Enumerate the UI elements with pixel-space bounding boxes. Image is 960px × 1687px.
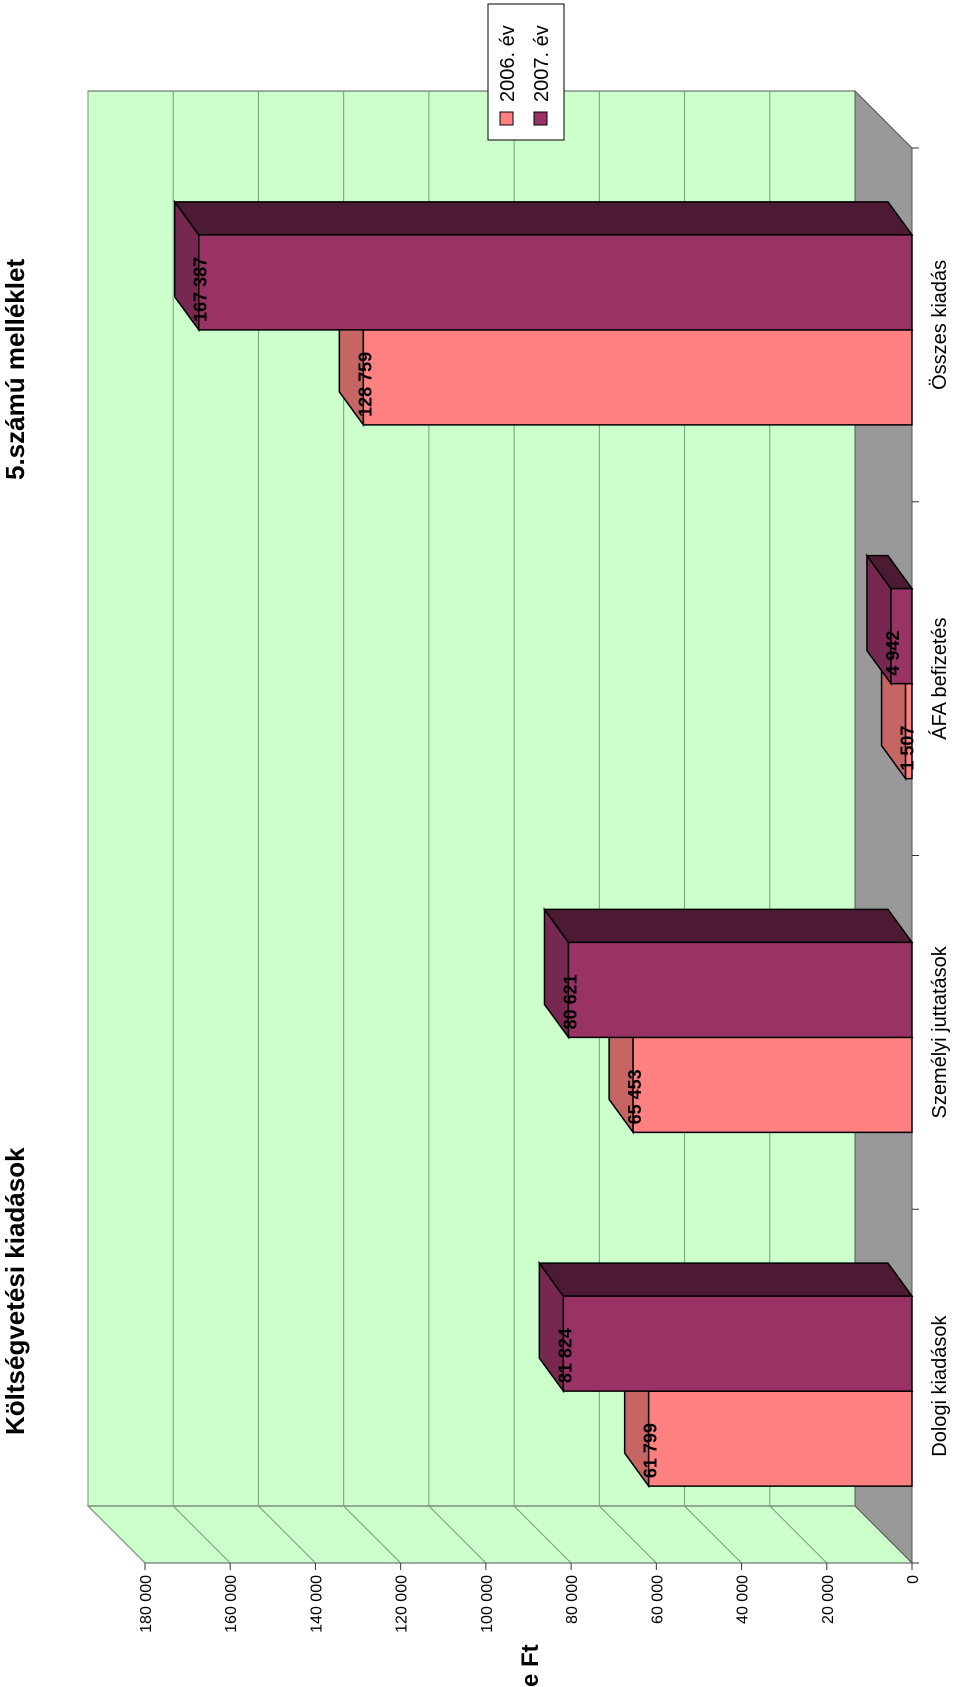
gridline [428,91,487,1564]
gridline [343,91,402,1564]
data-label: 65 453 [625,1069,645,1124]
legend-swatch [533,111,548,126]
gridline [257,91,316,1564]
y-tick-label: 120 000 [394,1575,411,1633]
category-label: Személyi juttatások [929,945,951,1118]
chart-title: Költségvetési kiadások [0,1147,30,1435]
y-tick-label: 100 000 [479,1575,496,1633]
category-label: ÁFA befizetés [928,617,951,739]
bar [537,1260,914,1394]
bar-side-face [537,1262,914,1297]
y-tick-label: 60 000 [649,1575,666,1624]
legend-label: 2007. év [531,25,553,102]
data-label: 81 824 [555,1328,575,1383]
y-tick-label: 80 000 [564,1575,581,1624]
bar [173,199,914,333]
gridline [769,91,828,1564]
y-tick-label: 40 000 [735,1575,752,1624]
gridline [513,91,572,1564]
category-label: Dologi kiadások [929,1315,951,1457]
chart-bars [173,199,914,1489]
data-label: 128 759 [355,352,375,417]
bar-front-face [647,1390,913,1487]
bar-side-face [173,201,914,236]
chart-gridlines [87,91,828,1564]
y-tick-label: 0 [905,1575,922,1584]
data-label: 4 942 [883,631,903,676]
y-axis-ticks: 0 20 000 40 000 60 000 80 000 100 000 120 000 1… [138,1562,922,1633]
y-tick-label: 20 000 [820,1575,837,1624]
category-label: Összes kiadás [929,260,951,390]
bar [542,907,914,1040]
x-axis-categories: Dologi kiadások Személyi juttatások ÁFA be… [912,147,951,1564]
y-axis-unit-label: e Ft [517,1644,544,1687]
gridline [684,91,742,1564]
bar-front-face [890,587,913,685]
y-tick-label: 160 000 [223,1575,240,1633]
bar-side-face [542,908,914,944]
bar-front-face [197,234,913,331]
legend-swatch [499,111,514,126]
y-tick-label: 140 000 [308,1575,325,1633]
legend-label: 2006. év [497,25,519,102]
bar-front-face [632,1036,913,1134]
legend: 2006. év 2007. év [487,3,565,141]
data-label: 1 507 [898,726,918,771]
bar [865,553,914,686]
chart-side-wall [86,1505,914,1564]
data-label: 61 799 [641,1423,661,1478]
gridline [598,91,657,1564]
annex-label: 5.számú melléklet [0,259,30,480]
gridline [87,91,146,1564]
data-label: 167 387 [191,257,211,322]
bar-front-face [562,1295,913,1392]
bar-front-face [362,329,913,426]
data-labels: 61 799 81 824 65 453 80 621 1 507 4 942 128 75… [191,257,918,1478]
gridline [172,91,231,1564]
bar-front-face [567,941,913,1039]
data-label: 80 621 [560,974,580,1029]
y-tick-label: 180 000 [138,1575,155,1633]
